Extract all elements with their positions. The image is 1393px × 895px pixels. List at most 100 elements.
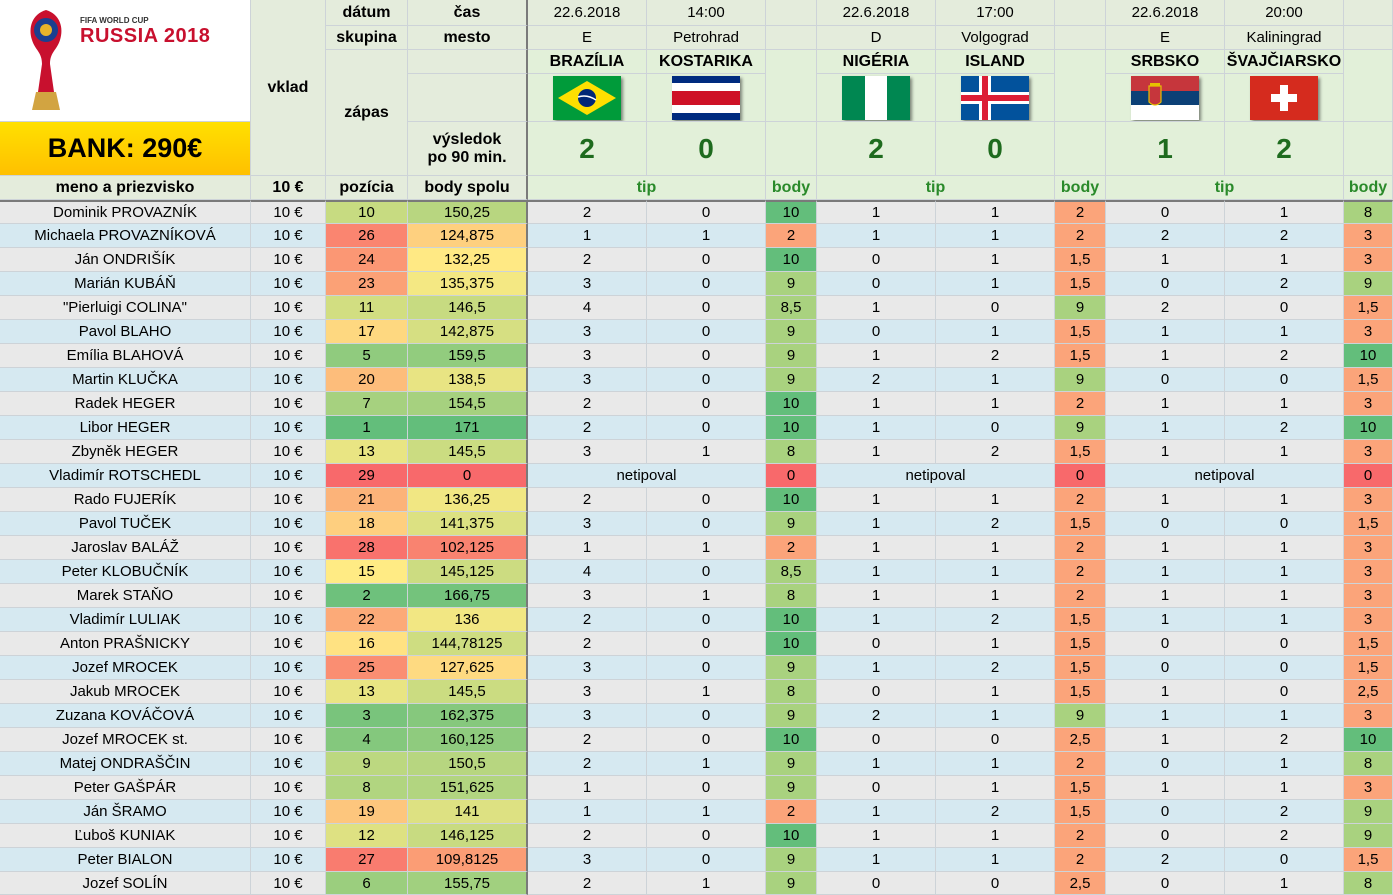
match-blank[interactable]: [1055, 0, 1106, 26]
tip-home[interactable]: 1: [817, 656, 936, 680]
tip-away[interactable]: 1: [936, 824, 1055, 848]
tip-home[interactable]: 3: [528, 512, 647, 536]
match-time[interactable]: 17:00: [936, 0, 1055, 26]
tip-points[interactable]: 3: [1344, 560, 1393, 584]
tip-points[interactable]: 9: [1055, 704, 1106, 728]
player-total-points[interactable]: 155,75: [408, 872, 528, 895]
tip-home[interactable]: 0: [817, 632, 936, 656]
tip-away[interactable]: 0: [1225, 296, 1344, 320]
tip-away[interactable]: 2: [1225, 272, 1344, 296]
match-city[interactable]: Kaliningrad: [1225, 26, 1344, 50]
player-total-points[interactable]: 146,125: [408, 824, 528, 848]
player-position[interactable]: 15: [326, 560, 408, 584]
player-stake[interactable]: 10 €: [251, 560, 326, 584]
home-score[interactable]: 2: [528, 122, 647, 176]
tip-away[interactable]: 0: [647, 200, 766, 224]
tip-away[interactable]: 1: [936, 560, 1055, 584]
player-stake[interactable]: 10 €: [251, 752, 326, 776]
tip-points[interactable]: 3: [1344, 488, 1393, 512]
tip-home[interactable]: 1: [817, 752, 936, 776]
tip-away[interactable]: 1: [647, 872, 766, 895]
tip-away[interactable]: 0: [1225, 368, 1344, 392]
tip-away[interactable]: 1: [936, 200, 1055, 224]
tip-points[interactable]: 10: [766, 248, 817, 272]
tip-points[interactable]: 1,5: [1055, 272, 1106, 296]
tip-home[interactable]: 3: [528, 848, 647, 872]
player-stake[interactable]: 10 €: [251, 872, 326, 895]
tip-away[interactable]: 1: [936, 680, 1055, 704]
tip-home[interactable]: 0: [1106, 824, 1225, 848]
tip-away[interactable]: 2: [1225, 800, 1344, 824]
player-stake[interactable]: 10 €: [251, 200, 326, 224]
tip-away[interactable]: 0: [1225, 680, 1344, 704]
tip-home[interactable]: 1: [817, 608, 936, 632]
tip-away[interactable]: 1: [647, 440, 766, 464]
switzerland-flag[interactable]: [1225, 74, 1344, 122]
tip-away[interactable]: 1: [647, 680, 766, 704]
tip-points[interactable]: 1,5: [1055, 512, 1106, 536]
tip-away[interactable]: 0: [647, 296, 766, 320]
player-position[interactable]: 18: [326, 512, 408, 536]
tip-home[interactable]: 1: [817, 440, 936, 464]
tip-points[interactable]: 1,5: [1344, 632, 1393, 656]
tip-points[interactable]: 1,5: [1344, 368, 1393, 392]
tip-away[interactable]: 0: [647, 632, 766, 656]
tip-away[interactable]: 0: [647, 272, 766, 296]
player-name[interactable]: Jaroslav BALÁŽ: [0, 536, 251, 560]
tip-away[interactable]: 0: [936, 728, 1055, 752]
tip-home[interactable]: 2: [528, 824, 647, 848]
tip-points[interactable]: 1,5: [1055, 248, 1106, 272]
tip-points[interactable]: 2: [1055, 536, 1106, 560]
tip-away[interactable]: 1: [936, 248, 1055, 272]
tip-home[interactable]: 1: [817, 512, 936, 536]
player-name[interactable]: Jozef MROCEK st.: [0, 728, 251, 752]
tip-points[interactable]: 1,5: [1344, 512, 1393, 536]
tip-points[interactable]: 1,5: [1344, 296, 1393, 320]
away-team[interactable]: ISLAND: [936, 50, 1055, 74]
tip-home[interactable]: 1: [1106, 392, 1225, 416]
player-total-points[interactable]: 151,625: [408, 776, 528, 800]
tip-points[interactable]: 9: [1344, 824, 1393, 848]
tip-home[interactable]: 1: [1106, 608, 1225, 632]
tip-away[interactable]: 2: [1225, 224, 1344, 248]
player-name[interactable]: Anton PRAŠNICKY: [0, 632, 251, 656]
tip-points[interactable]: 2,5: [1055, 728, 1106, 752]
player-total-points[interactable]: 150,25: [408, 200, 528, 224]
tip-home[interactable]: 1: [817, 848, 936, 872]
tip-points[interactable]: 9: [1344, 272, 1393, 296]
player-name[interactable]: "Pierluigi COLINA": [0, 296, 251, 320]
tip-points[interactable]: 3: [1344, 224, 1393, 248]
tip-home[interactable]: 3: [528, 680, 647, 704]
player-stake[interactable]: 10 €: [251, 296, 326, 320]
tip-home[interactable]: 0: [817, 272, 936, 296]
tip-away[interactable]: 0: [647, 728, 766, 752]
match-blank[interactable]: [766, 122, 817, 176]
player-stake[interactable]: 10 €: [251, 824, 326, 848]
player-total-points[interactable]: 142,875: [408, 320, 528, 344]
tip-points[interactable]: 9: [1055, 416, 1106, 440]
tip-home[interactable]: 1: [817, 488, 936, 512]
tip-home[interactable]: 0: [1106, 512, 1225, 536]
tip-points[interactable]: 9: [766, 656, 817, 680]
tip-points[interactable]: 8: [766, 440, 817, 464]
tip-points[interactable]: 9: [1055, 368, 1106, 392]
player-position[interactable]: 1: [326, 416, 408, 440]
tip-home[interactable]: 3: [528, 440, 647, 464]
tip-points[interactable]: 2: [1055, 488, 1106, 512]
tip-points[interactable]: 9: [766, 368, 817, 392]
tip-away[interactable]: 1: [936, 272, 1055, 296]
player-name[interactable]: Vladimír ROTSCHEDL: [0, 464, 251, 488]
tip-points[interactable]: 3: [1344, 584, 1393, 608]
tip-home[interactable]: 2: [1106, 224, 1225, 248]
tip-points[interactable]: 9: [766, 872, 817, 895]
player-position[interactable]: 3: [326, 704, 408, 728]
player-stake[interactable]: 10 €: [251, 344, 326, 368]
tip-away[interactable]: 1: [936, 632, 1055, 656]
tip-home[interactable]: 1: [817, 560, 936, 584]
tip-points[interactable]: 10: [1344, 344, 1393, 368]
tip-away[interactable]: 1: [647, 800, 766, 824]
player-total-points[interactable]: 171: [408, 416, 528, 440]
player-stake[interactable]: 10 €: [251, 368, 326, 392]
match-group[interactable]: E: [528, 26, 647, 50]
tip-points[interactable]: 8: [766, 680, 817, 704]
